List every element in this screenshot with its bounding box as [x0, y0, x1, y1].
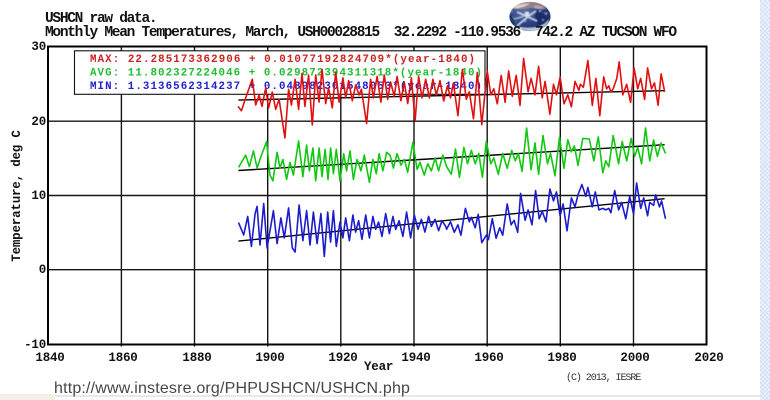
svg-text:MAX: 22.285173362906 + 0.01077: MAX: 22.285173362906 + 0.01077192824709*… [90, 54, 475, 66]
svg-text:AVG: 11.802327224046 + 0.02987: AVG: 11.802327224046 + 0.029872394311318… [90, 67, 482, 79]
